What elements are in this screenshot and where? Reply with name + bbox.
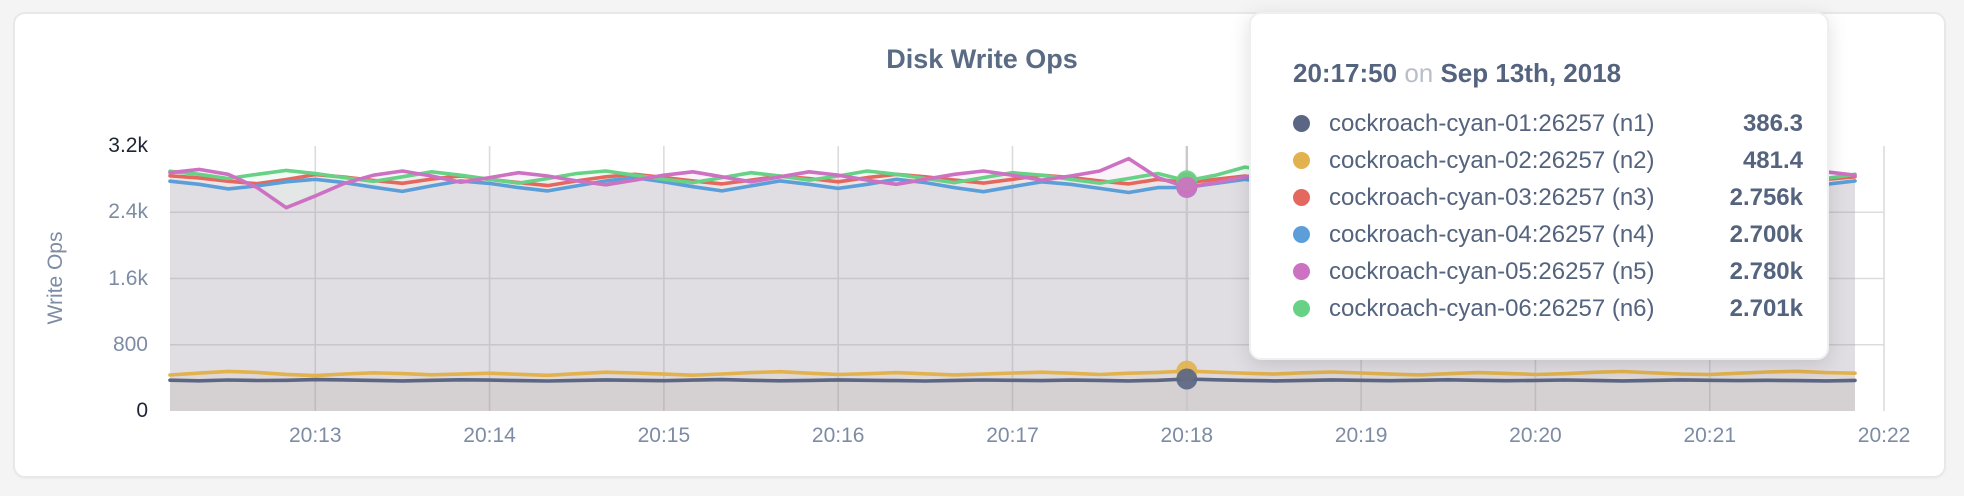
chart-title: Disk Write Ops xyxy=(886,44,1078,74)
series-value: 2.756k xyxy=(1729,183,1803,211)
hover-point-dot-n1 xyxy=(1176,368,1198,390)
series-value: 2.701k xyxy=(1729,294,1803,322)
area-n1 xyxy=(170,379,1855,411)
y-tick-800: 800 xyxy=(112,332,148,356)
series-name: cockroach-cyan-05:26257 (n5) xyxy=(1329,257,1655,285)
series-value: 2.700k xyxy=(1729,220,1803,248)
series-color-dot xyxy=(1293,226,1310,243)
y-tick-2400: 2.4k xyxy=(108,200,148,224)
x-tick-2016: 20:16 xyxy=(811,424,865,447)
tooltip-header: 20:17:50 on Sep 13th, 2018 xyxy=(1293,58,1803,89)
series-name: cockroach-cyan-02:26257 (n2) xyxy=(1329,146,1655,174)
x-tick-2014: 20:14 xyxy=(463,424,516,447)
tooltip-on-word: on xyxy=(1404,58,1434,88)
hover-crosshair xyxy=(1176,146,1198,411)
line-n2 xyxy=(168,369,1857,378)
y-tick-1600: 1.6k xyxy=(108,266,148,290)
tooltip-row: cockroach-cyan-03:26257 (n3) 2.756k xyxy=(1293,179,1803,216)
line-n1 xyxy=(168,377,1857,383)
series-value: 2.780k xyxy=(1729,257,1803,285)
x-tick-2021: 20:21 xyxy=(1683,424,1737,447)
tooltip-row: cockroach-cyan-05:26257 (n5) 2.780k xyxy=(1293,253,1803,290)
hover-point-dot-n6 xyxy=(1176,176,1198,198)
x-tick-2018: 20:18 xyxy=(1160,424,1214,447)
series-name: cockroach-cyan-06:26257 (n6) xyxy=(1329,294,1655,322)
x-tick-2022: 20:22 xyxy=(1857,424,1911,447)
x-tick-2020: 20:20 xyxy=(1509,424,1562,447)
x-tick-2013: 20:13 xyxy=(288,424,342,447)
series-color-dot xyxy=(1293,115,1310,132)
tooltip-row: cockroach-cyan-04:26257 (n4) 2.700k xyxy=(1293,216,1803,253)
series-name: cockroach-cyan-03:26257 (n3) xyxy=(1329,183,1655,211)
y-tick-0: 0 xyxy=(136,399,148,422)
series-value: 386.3 xyxy=(1742,109,1803,137)
y-tick-3200: 3.2k xyxy=(108,134,148,157)
x-tick-2019: 20:19 xyxy=(1334,424,1388,447)
tooltip-row: cockroach-cyan-01:26257 (n1) 386.3 xyxy=(1293,105,1803,142)
x-tick-2015: 20:15 xyxy=(637,424,691,447)
tooltip-date: Sep 13th, 2018 xyxy=(1440,58,1622,88)
tooltip-row: cockroach-cyan-06:26257 (n6) 2.701k xyxy=(1293,290,1803,327)
series-color-dot xyxy=(1293,300,1310,317)
series-name: cockroach-cyan-04:26257 (n4) xyxy=(1329,220,1655,248)
series-color-dot xyxy=(1293,152,1310,169)
series-name: cockroach-cyan-01:26257 (n1) xyxy=(1329,109,1655,137)
series-color-dot xyxy=(1293,263,1310,280)
hover-tooltip: 20:17:50 on Sep 13th, 2018 cockroach-cya… xyxy=(1249,12,1829,360)
tooltip-row: cockroach-cyan-02:26257 (n2) 481.4 xyxy=(1293,142,1803,179)
x-tick-2017: 20:17 xyxy=(986,424,1039,447)
tooltip-time: 20:17:50 xyxy=(1293,58,1398,88)
series-value: 481.4 xyxy=(1742,146,1803,174)
series-color-dot xyxy=(1293,189,1310,206)
